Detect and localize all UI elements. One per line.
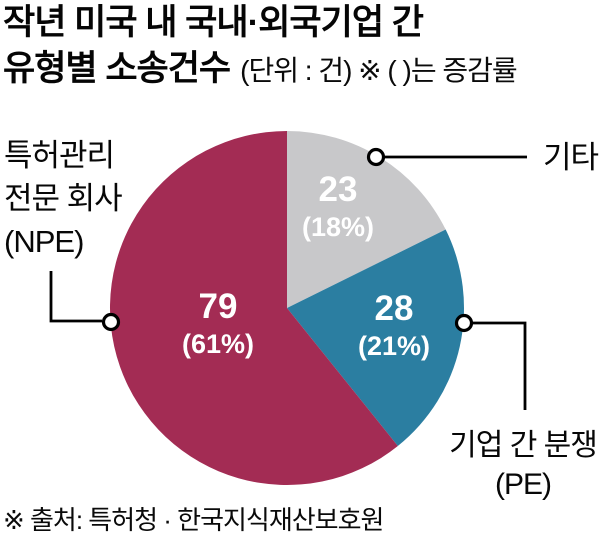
pe-callout-line2: (PE) — [495, 468, 552, 501]
npe-callout-line1: 특허관리 — [4, 138, 115, 173]
npe-callout-label: 특허관리 전문 회사 (NPE) — [4, 134, 123, 263]
pie-slice-npe — [109, 131, 398, 486]
chart-title-line2: 유형별 소송건수 — [3, 49, 231, 88]
pe-leader-line — [472, 321, 527, 410]
pe-callout-line1: 기업 간 분쟁 — [449, 429, 598, 462]
npe-callout-line3: (NPE) — [4, 224, 84, 259]
etc-callout-line1: 기타 — [542, 140, 599, 175]
etc-marker-dot — [366, 147, 386, 167]
pie-slices — [109, 131, 464, 486]
npe-callout-line2: 전문 회사 — [4, 181, 123, 216]
source-note: ※ 출처: 특허청 · 한국지식재산보호원 — [3, 505, 384, 535]
chart-title-line1: 작년 미국 내 국내·외국기업 간 — [3, 3, 424, 42]
chart-title: 작년 미국 내 국내·외국기업 간 유형별 소송건수 (단위 : 건) ※ ( … — [3, 0, 599, 94]
npe-marker-dot — [101, 312, 121, 332]
pie-slice-pe — [287, 229, 464, 446]
etc-callout-label: 기타 — [542, 139, 599, 177]
pe-marker-dot — [454, 313, 474, 333]
chart-unit-note: (단위 : 건) ※ ( )는 증감률 — [240, 55, 518, 86]
pe-callout-label: 기업 간 분쟁 (PE) — [446, 426, 600, 504]
pie-slice-etc — [287, 131, 446, 308]
npe-leader-line — [49, 271, 102, 323]
